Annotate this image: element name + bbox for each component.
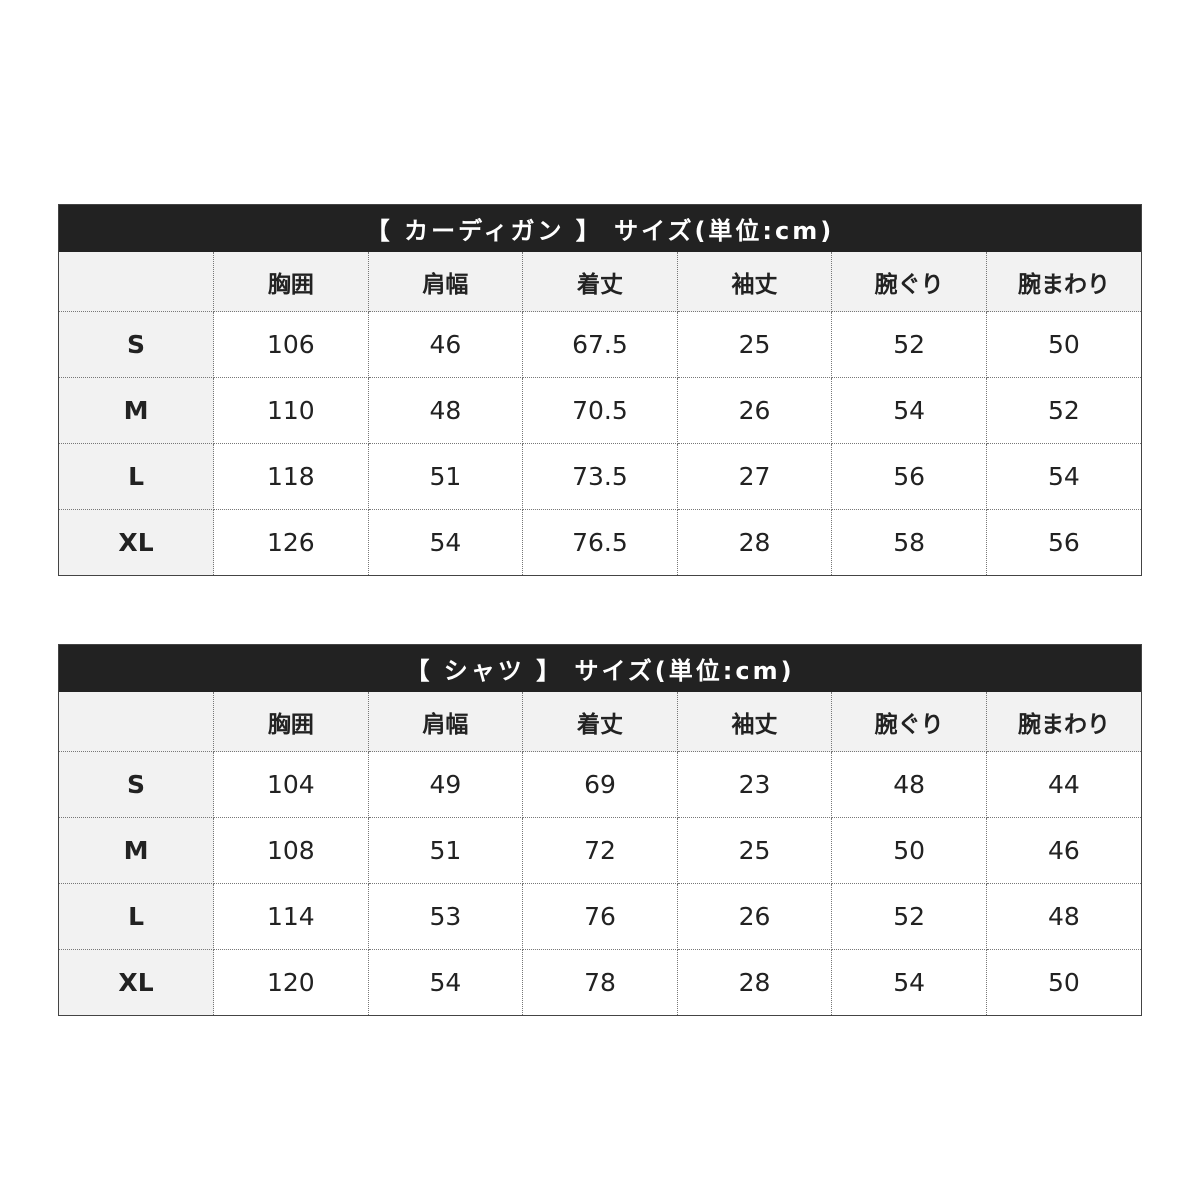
column-header: 肩幅	[367, 252, 524, 312]
table-cell: 48	[367, 377, 524, 444]
table-cell: 56	[831, 443, 987, 510]
size-label: S	[59, 751, 215, 818]
table-cell: 54	[831, 377, 987, 444]
table-cell: 28	[676, 949, 833, 1015]
table-cell: 56	[985, 509, 1141, 575]
table-cell: 54	[367, 509, 524, 575]
column-header: 腕まわり	[985, 252, 1141, 312]
table-cell: 51	[367, 817, 524, 884]
column-header: 胸囲	[213, 252, 369, 312]
table-cell: 58	[831, 509, 987, 575]
table-cell: 67.5	[522, 311, 678, 378]
table-cell: 104	[213, 751, 369, 818]
column-header: 腕ぐり	[831, 252, 987, 312]
table-cell: 52	[831, 883, 987, 950]
table-cell: 118	[213, 443, 369, 510]
table-cell: 23	[676, 751, 833, 818]
table-cell: 114	[213, 883, 369, 950]
size-label: L	[59, 443, 215, 510]
table-cell: 26	[676, 883, 833, 950]
column-header: 肩幅	[367, 692, 524, 752]
table-cell: 48	[985, 883, 1141, 950]
table-title: 【 シャツ 】 サイズ(単位:cm)	[59, 645, 1141, 692]
table-cell: 28	[676, 509, 833, 575]
column-header	[59, 692, 215, 752]
table-row: L 114 53 76 26 52 48	[59, 883, 1141, 950]
table-row: S 106 46 67.5 25 52 50	[59, 311, 1141, 378]
table-cell: 26	[676, 377, 833, 444]
table-row: M 110 48 70.5 26 54 52	[59, 377, 1141, 444]
table-cell: 110	[213, 377, 369, 444]
column-header: 袖丈	[676, 252, 833, 312]
table-cell: 73.5	[522, 443, 678, 510]
table-cell: 50	[831, 817, 987, 884]
size-label: XL	[59, 509, 215, 575]
table-cell: 78	[522, 949, 678, 1015]
table-cell: 72	[522, 817, 678, 884]
table-cell: 54	[367, 949, 524, 1015]
column-header: 胸囲	[213, 692, 369, 752]
column-header: 腕ぐり	[831, 692, 987, 752]
table-cell: 25	[676, 311, 833, 378]
cardigan-size-table: 【 カーディガン 】 サイズ(単位:cm) 胸囲 肩幅 着丈 袖丈 腕ぐり 腕まわり S 106…	[58, 204, 1142, 576]
size-label: XL	[59, 949, 215, 1015]
table-row: M 108 51 72 25 50 46	[59, 817, 1141, 884]
table-cell: 50	[985, 949, 1141, 1015]
table-cell: 27	[676, 443, 833, 510]
table-cell: 120	[213, 949, 369, 1015]
table-cell: 44	[985, 751, 1141, 818]
header-row: 胸囲 肩幅 着丈 袖丈 腕ぐり 腕まわり	[59, 692, 1141, 752]
header-row: 胸囲 肩幅 着丈 袖丈 腕ぐり 腕まわり	[59, 252, 1141, 312]
size-label: M	[59, 817, 215, 884]
table-title: 【 カーディガン 】 サイズ(単位:cm)	[59, 205, 1141, 252]
table-cell: 25	[676, 817, 833, 884]
table-cell: 76.5	[522, 509, 678, 575]
table-row: S 104 49 69 23 48 44	[59, 751, 1141, 818]
table-cell: 50	[985, 311, 1141, 378]
column-header: 腕まわり	[985, 692, 1141, 752]
column-header	[59, 252, 215, 312]
table-cell: 53	[367, 883, 524, 950]
column-header: 着丈	[522, 252, 678, 312]
table-cell: 54	[831, 949, 987, 1015]
table-cell: 51	[367, 443, 524, 510]
table-cell: 126	[213, 509, 369, 575]
table-cell: 52	[985, 377, 1141, 444]
table-cell: 48	[831, 751, 987, 818]
table-cell: 46	[367, 311, 524, 378]
size-label: S	[59, 311, 215, 378]
table-cell: 46	[985, 817, 1141, 884]
table-row: XL 126 54 76.5 28 58 56	[59, 509, 1141, 575]
table-cell: 106	[213, 311, 369, 378]
table-cell: 52	[831, 311, 987, 378]
size-label: L	[59, 883, 215, 950]
size-label: M	[59, 377, 215, 444]
table-row: L 118 51 73.5 27 56 54	[59, 443, 1141, 510]
table-cell: 70.5	[522, 377, 678, 444]
column-header: 袖丈	[676, 692, 833, 752]
table-cell: 108	[213, 817, 369, 884]
table-row: XL 120 54 78 28 54 50	[59, 949, 1141, 1015]
table-cell: 54	[985, 443, 1141, 510]
table-cell: 49	[367, 751, 524, 818]
column-header: 着丈	[522, 692, 678, 752]
shirt-size-table: 【 シャツ 】 サイズ(単位:cm) 胸囲 肩幅 着丈 袖丈 腕ぐり 腕まわり S 104 49 6…	[58, 644, 1142, 1016]
table-cell: 69	[522, 751, 678, 818]
table-cell: 76	[522, 883, 678, 950]
